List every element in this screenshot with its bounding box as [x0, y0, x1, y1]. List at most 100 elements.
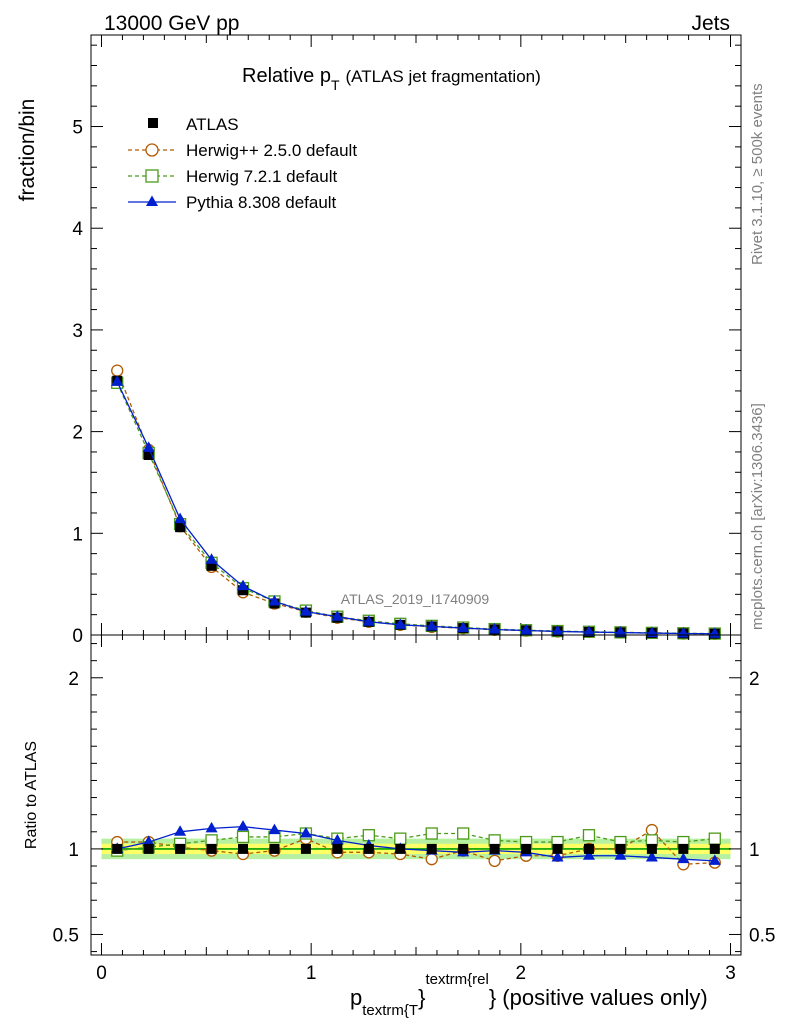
ratio-point-atlas	[395, 843, 406, 854]
main-point-pythia	[425, 619, 438, 631]
ratio-point-atlas	[489, 843, 500, 854]
ratio-y-tick-label: 2	[68, 669, 79, 690]
x-tick-label: 2	[516, 963, 527, 984]
main-point-herwig-pp	[111, 364, 124, 377]
legend-entry-herwig7: Herwig 7.2.1 default	[128, 167, 337, 186]
ratio-y-tick-label-right: 2	[749, 669, 760, 690]
ratio-point-pythia	[237, 820, 250, 831]
ratio-point-atlas	[300, 843, 311, 854]
ratio-point-herwig-pp	[645, 823, 659, 837]
ratio-point-atlas	[238, 843, 249, 854]
ratio-point-atlas	[615, 843, 626, 854]
x-axis-label: ptextrm{T}textrm{rel} (positive values o…	[350, 971, 708, 1019]
main-point-pythia	[299, 605, 312, 616]
main-point-atlas	[238, 585, 249, 596]
main-point-pythia	[520, 624, 533, 635]
header-energy-label: 13000 GeV pp	[104, 12, 239, 35]
main-point-atlas	[206, 560, 217, 571]
ratio-point-pythia	[551, 850, 564, 862]
ratio-data-series	[111, 820, 721, 871]
legend-label-herwig-pp: Herwig++ 2.5.0 default	[186, 141, 357, 160]
ratio-point-pythia	[582, 849, 595, 860]
main-point-atlas	[175, 522, 186, 533]
main-point-pythia	[237, 579, 250, 591]
main-point-pythia	[614, 626, 627, 637]
x-tick-label: 1	[306, 963, 317, 984]
ratio-point-atlas	[678, 843, 689, 854]
ratio-point-atlas	[552, 843, 563, 854]
main-point-pythia	[331, 610, 344, 621]
ratio-y-tick-label-right: 0.5	[749, 925, 775, 946]
ratio-point-atlas	[458, 843, 469, 854]
main-point-pythia	[488, 623, 501, 634]
main-axis-ticks: 0 1 2 3 4 5	[72, 35, 741, 647]
main-y-tick-label: 3	[72, 321, 83, 342]
legend-marker-herwig-pp	[145, 143, 159, 157]
ratio-point-atlas	[521, 843, 532, 854]
ratio-point-pythia	[331, 833, 344, 845]
main-point-pythia	[268, 594, 281, 606]
ratio-point-pythia	[268, 823, 281, 835]
ratio-point-herwig-pp	[425, 853, 438, 866]
ratio-series-atlas	[112, 843, 720, 854]
main-y-axis-label: fraction/bin	[16, 99, 39, 202]
plot-title-subscript: T	[331, 77, 340, 93]
main-y-tick-label: 2	[72, 423, 83, 444]
plot-title-rest: (ATLAS jet fragmentation)	[346, 67, 541, 86]
x-axis-label-subscript: textrm{T	[362, 1002, 418, 1019]
main-point-pythia	[394, 618, 407, 629]
main-y-tick-label: 4	[72, 219, 83, 240]
x-axis-label-rest: } (positive values only)	[489, 985, 708, 1010]
main-point-pythia	[551, 624, 564, 636]
ratio-point-atlas	[175, 843, 186, 854]
ratio-y-tick-label: 0.5	[53, 925, 79, 946]
plot-title: Relative pT (ATLAS jet fragmentation)	[242, 65, 541, 93]
ratio-point-atlas	[646, 843, 657, 854]
ratio-line-pythia	[117, 826, 715, 862]
legend-label-atlas: ATLAS	[186, 115, 239, 134]
ratio-point-pythia	[299, 827, 312, 838]
ratio-point-pythia	[142, 835, 155, 847]
main-point-atlas	[143, 450, 154, 460]
ratio-point-atlas	[112, 843, 123, 854]
legend-marker-herwig7	[145, 169, 159, 183]
ratio-series-herwig7	[111, 827, 721, 857]
ratio-y-axis-label: Ratio to ATLAS	[23, 741, 40, 849]
ratio-point-herwig7	[708, 832, 721, 845]
ratio-point-pythia	[708, 854, 721, 865]
ratio-point-atlas	[583, 843, 594, 854]
header-process-label: Jets	[691, 12, 730, 35]
main-plot-panel: 0 1 2 3 4 5 fraction/bin Relative pT (ATLAS je…	[16, 34, 742, 647]
ratio-point-pythia	[645, 850, 658, 862]
legend-label-herwig7: Herwig 7.2.1 default	[186, 167, 337, 186]
legend-label-pythia: Pythia 8.308 default	[186, 193, 337, 212]
legend: ATLAS Herwig++ 2.5.0 default Herwig 7.2.…	[128, 115, 357, 212]
main-point-pythia	[205, 553, 218, 564]
ratio-point-pythia	[174, 825, 187, 836]
main-point-pythia	[142, 441, 155, 452]
ratio-point-atlas	[363, 843, 374, 854]
x-tick-label: 0	[96, 963, 107, 984]
ratio-plot-panel: 0.5 0.5 1 1 2 2 0 1 2 3 Ratio to ATLAS ptextrm{T}…	[23, 634, 775, 1019]
main-point-pythia	[174, 512, 187, 524]
x-axis-label-brace: }	[418, 985, 425, 1010]
x-tick-label: 3	[725, 963, 736, 984]
ratio-point-atlas	[143, 843, 154, 854]
legend-marker-atlas	[148, 118, 158, 128]
ratio-point-pythia	[677, 852, 690, 864]
ratio-plot-frame	[90, 634, 742, 956]
legend-entry-pythia: Pythia 8.308 default	[128, 193, 337, 212]
main-y-tick-label: 1	[72, 524, 83, 545]
legend-entry-herwig-pp: Herwig++ 2.5.0 default	[128, 141, 357, 160]
ratio-point-herwig7	[425, 827, 438, 840]
ratio-point-atlas	[332, 843, 343, 854]
ratio-point-atlas	[206, 843, 217, 854]
x-axis-label-main: p	[350, 985, 362, 1010]
main-point-pythia	[645, 626, 658, 638]
analysis-watermark: ATLAS_2019_I1740909	[341, 591, 490, 607]
ratio-point-herwig7	[582, 829, 596, 842]
mcplots-credit-label: mcplots.cern.ch [arXiv:1306.3436]	[749, 403, 766, 630]
ratio-point-atlas	[269, 843, 280, 854]
ratio-point-herwig-pp	[488, 854, 501, 868]
